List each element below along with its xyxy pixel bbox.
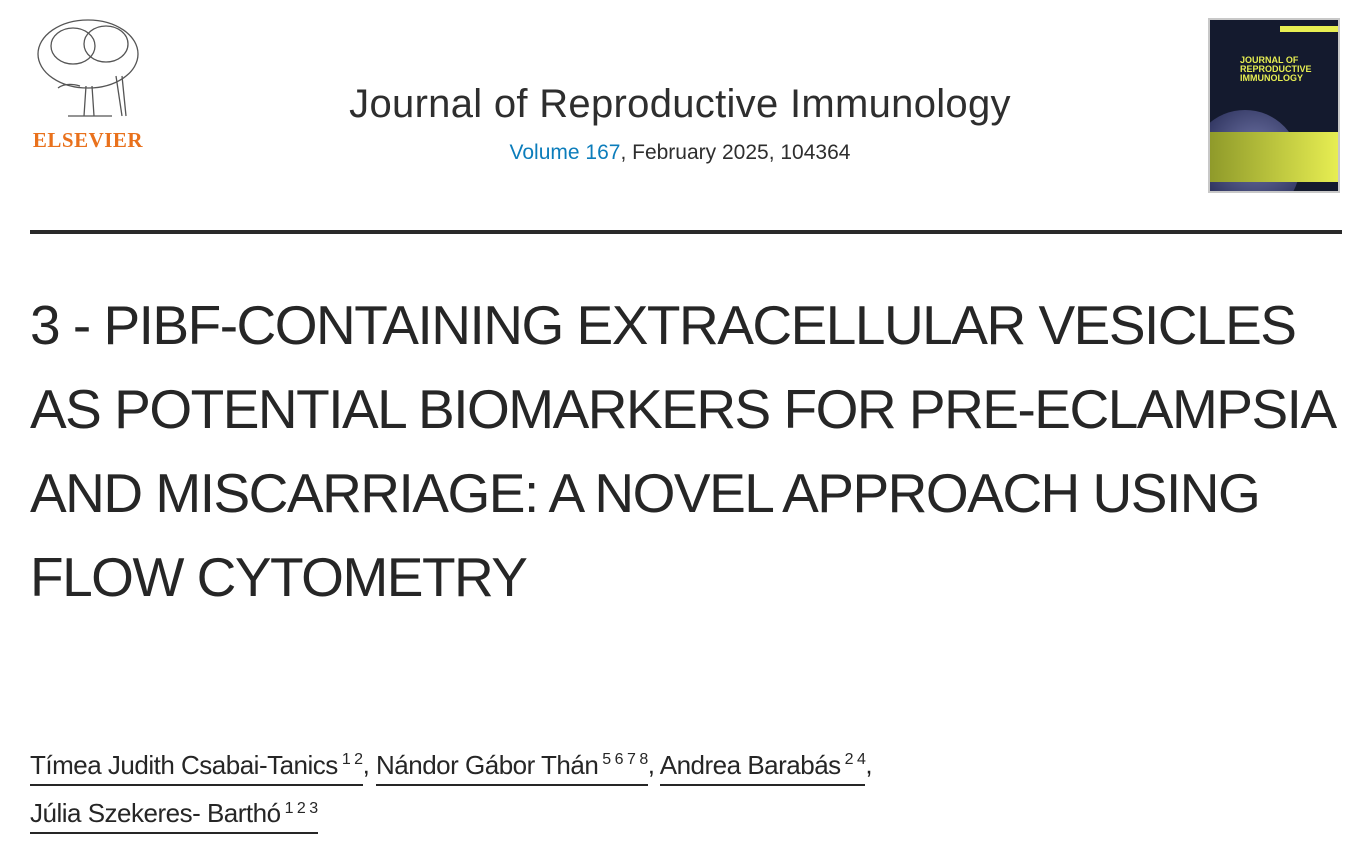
- affiliation-refs: 1 2 3: [284, 799, 319, 817]
- tree-icon: [37, 19, 139, 117]
- author-name: Nándor Gábor Thán: [376, 749, 599, 780]
- journal-header: Journal of Reproductive Immunology Volum…: [150, 82, 1210, 165]
- author-link[interactable]: Andrea Barabás 2 4: [659, 749, 866, 786]
- affiliation-refs: 1 2: [341, 751, 363, 768]
- affiliation-refs: 5 6 7 8: [602, 751, 648, 768]
- cover-band: [1210, 132, 1338, 182]
- cover-title: JOURNAL OF REPRODUCTIVE IMMUNOLOGY: [1240, 55, 1312, 83]
- journal-cover-image[interactable]: JOURNAL OF REPRODUCTIVE IMMUNOLOGY: [1208, 18, 1340, 193]
- author-name: Júlia Szekeres- Barthó: [30, 798, 281, 829]
- author-link[interactable]: Tímea Judith Csabai-Tanics 1 2: [30, 749, 363, 786]
- author-link[interactable]: Nándor Gábor Thán 5 6 7 8: [376, 749, 648, 786]
- author-name: Tímea Judith Csabai-Tanics: [30, 749, 338, 780]
- elsevier-logo[interactable]: ELSEVIER: [28, 16, 148, 152]
- publisher-name: ELSEVIER: [32, 128, 144, 152]
- volume-link[interactable]: Volume 167: [509, 141, 621, 164]
- journal-issue-info: Volume 167, February 2025, 104364: [150, 141, 1210, 165]
- author-link[interactable]: Júlia Szekeres- Barthó 1 2 3: [30, 798, 319, 835]
- author-name: Andrea Barabás: [659, 749, 841, 780]
- affiliation-refs: 2 4: [844, 751, 866, 768]
- author-list: Tímea Judith Csabai-Tanics 1 2, Nándor Gá…: [30, 738, 1230, 835]
- header-divider: [30, 230, 1342, 234]
- journal-title[interactable]: Journal of Reproductive Immunology: [349, 82, 1011, 126]
- cover-bar: [1280, 26, 1338, 32]
- article-title: 3 - PIBF-CONTAINING EXTRACELLULAR VESICL…: [30, 294, 1334, 608]
- issue-details: , February 2025, 104364: [620, 141, 851, 164]
